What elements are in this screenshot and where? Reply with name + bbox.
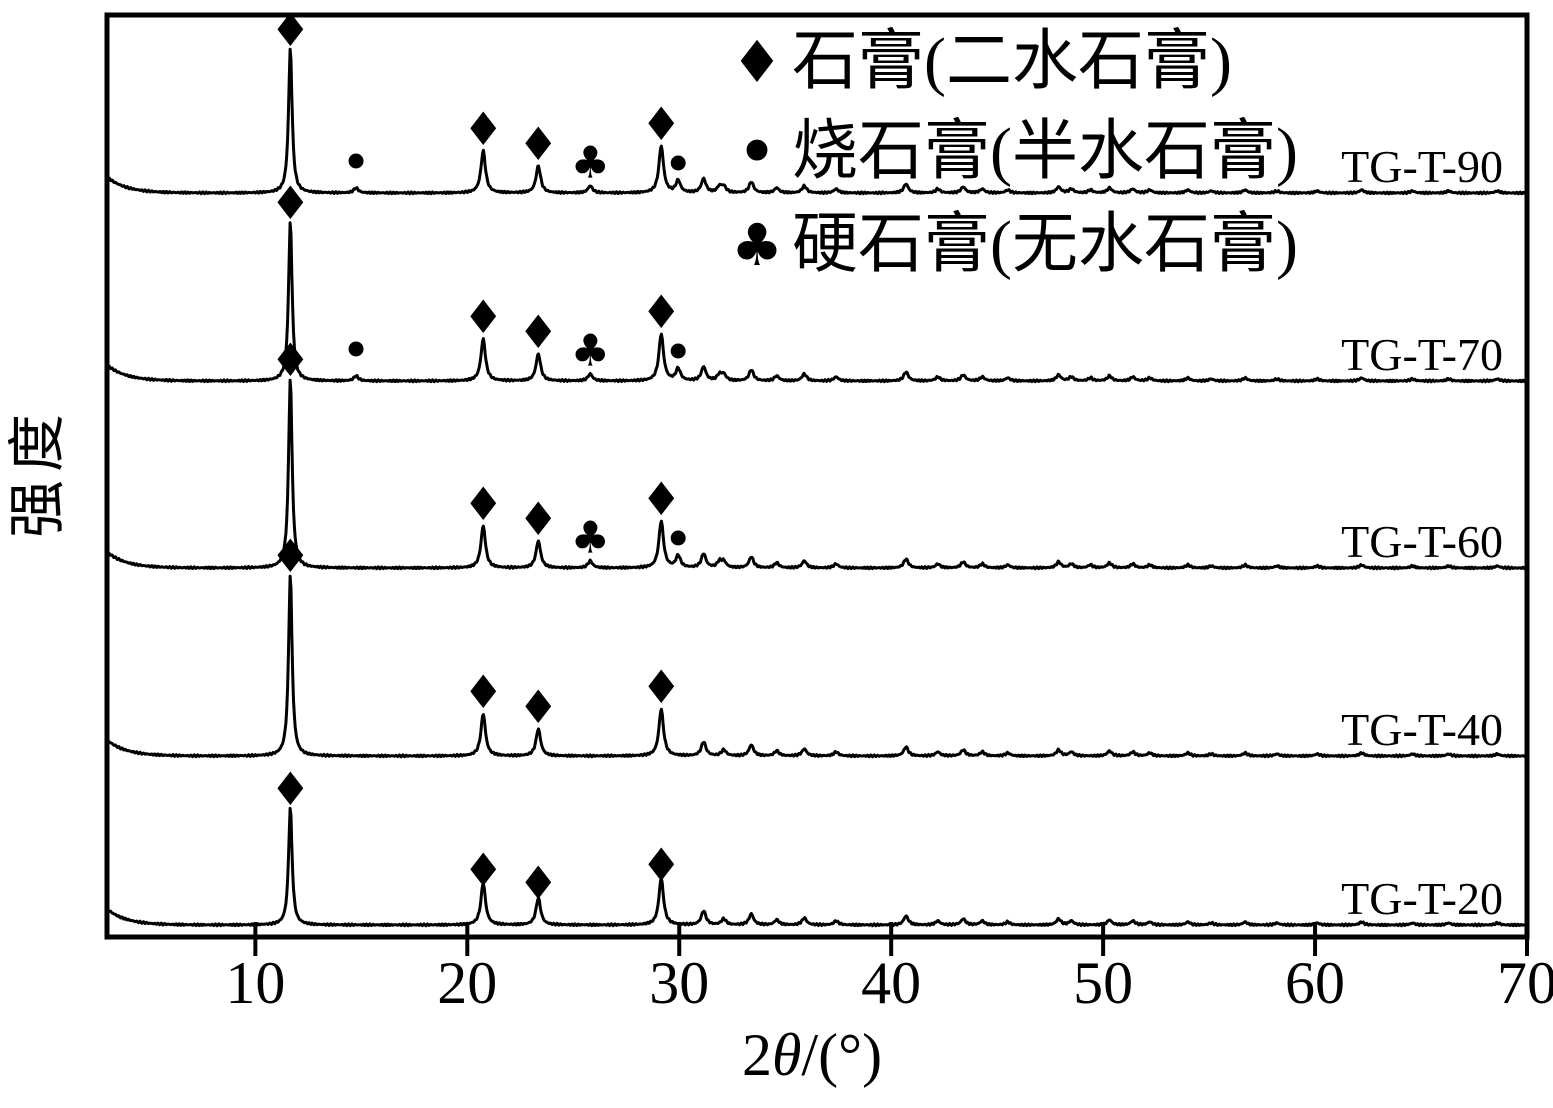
x-axis-label-suffix: /(°) xyxy=(801,1022,883,1088)
diamond-marker: ♦ xyxy=(463,290,504,344)
diamond-marker: ♦ xyxy=(641,285,682,339)
x-axis-label: 2θ/(°) xyxy=(612,1022,1012,1088)
club-icon: ♣ xyxy=(731,211,783,279)
diamond-marker: ♦ xyxy=(463,102,504,156)
club-marker: ♣ xyxy=(570,138,609,189)
diamond-marker: ♦ xyxy=(641,97,682,151)
legend-label-dot: 烧石膏(半水石膏) xyxy=(792,115,1298,188)
diamond-icon: ♦ xyxy=(731,28,783,96)
x-axis-label-theta: θ xyxy=(771,1022,802,1088)
diamond-marker: ♦ xyxy=(518,492,559,546)
diamond-marker: ♦ xyxy=(270,529,311,583)
dot-icon: • xyxy=(735,110,779,194)
y-axis-label: 强度 xyxy=(5,406,70,539)
xrd-trace-tg-t-40 xyxy=(105,574,1529,759)
diamond-marker: ♦ xyxy=(641,472,682,526)
xrd-trace-tg-t-20 xyxy=(105,806,1529,928)
diamond-marker: ♦ xyxy=(270,333,311,387)
diamond-marker: ♦ xyxy=(463,843,504,897)
diamond-marker: ♦ xyxy=(463,665,504,719)
club-marker: ♣ xyxy=(570,513,609,564)
dot-marker xyxy=(348,153,364,169)
dot-marker xyxy=(670,343,686,359)
legend-label-diamond: 石膏(二水石膏) xyxy=(792,25,1232,98)
x-tick-label-30: 30 xyxy=(649,950,710,1016)
diamond-marker: ♦ xyxy=(270,176,311,230)
diamond-marker: ♦ xyxy=(518,680,559,734)
diamond-marker: ♦ xyxy=(518,856,559,910)
x-tick-label-60: 60 xyxy=(1285,950,1346,1016)
xrd-trace-tg-t-70 xyxy=(105,221,1529,384)
dot-marker xyxy=(348,341,364,357)
diamond-marker: ♦ xyxy=(270,3,311,57)
series-label-tg-t-20: TG-T-20 xyxy=(1341,873,1503,924)
dot-marker xyxy=(670,530,686,546)
legend-label-club: 硬石膏(无水石膏) xyxy=(792,208,1298,281)
x-tick-label-70: 70 xyxy=(1497,950,1553,1016)
legend-item-club: ♣ 硬石膏(无水石膏) xyxy=(728,207,1298,283)
series-label-tg-t-60: TG-T-60 xyxy=(1341,516,1503,567)
x-tick-label-50: 50 xyxy=(1073,950,1134,1016)
diamond-marker: ♦ xyxy=(641,660,682,714)
diamond-marker: ♦ xyxy=(463,477,504,531)
plot-frame xyxy=(104,12,1530,940)
x-tick-label-10: 10 xyxy=(225,950,286,1016)
diamond-marker: ♦ xyxy=(641,838,682,892)
series-label-tg-t-90: TG-T-90 xyxy=(1341,141,1503,192)
xrd-trace-tg-t-60 xyxy=(105,378,1529,571)
x-tick-label-40: 40 xyxy=(861,950,922,1016)
xrd-trace-tg-t-90 xyxy=(105,47,1529,196)
x-axis-label-prefix: 2 xyxy=(741,1022,772,1088)
dot-marker xyxy=(670,155,686,171)
x-tick-label-20: 20 xyxy=(437,950,498,1016)
diamond-marker: ♦ xyxy=(518,305,559,359)
club-marker: ♣ xyxy=(570,326,609,377)
legend-item-dot: • 烧石膏(半水石膏) xyxy=(728,110,1298,194)
series-label-tg-t-70: TG-T-70 xyxy=(1341,329,1503,380)
diamond-marker: ♦ xyxy=(270,762,311,816)
series-label-tg-t-40: TG-T-40 xyxy=(1341,704,1503,755)
legend-item-diamond: ♦ 石膏(二水石膏) xyxy=(728,24,1232,100)
diamond-marker: ♦ xyxy=(518,117,559,171)
